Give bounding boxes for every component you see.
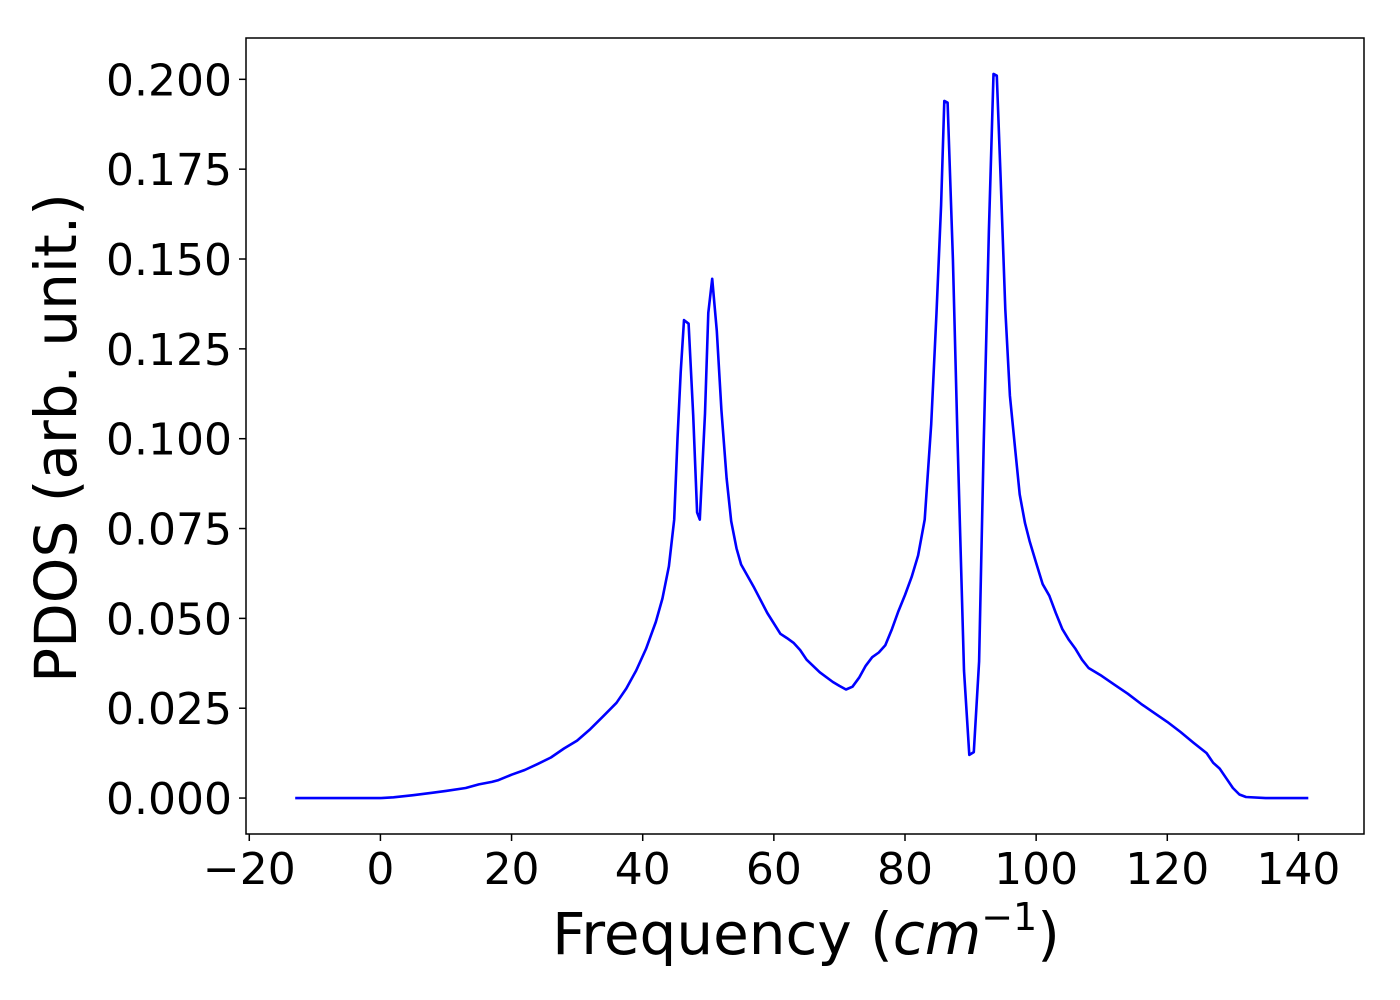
y-tick-label: 0.150 [106,235,232,286]
pdos-series-line [295,72,1309,800]
x-tick-label: 40 [615,844,671,895]
plot-area [295,72,1309,800]
y-tick-label: 0.025 [106,684,232,735]
y-tick-label: 0.125 [106,325,232,376]
x-axis-label-main: Frequency ( [552,900,893,968]
axis-ticks: −20 0 20 40 60 80 100 120 140 0.000 0.025 0.050 0.07… [106,55,1340,895]
x-tick-label: 80 [877,844,933,895]
y-tick-label: 0.175 [106,145,232,196]
y-tick-label: 0.075 [106,505,232,556]
plot-frame [245,37,1365,835]
x-tick-label: 120 [1125,844,1209,895]
x-tick-label: −20 [203,844,296,895]
x-axis-label: Frequency (cm−1) [552,895,1060,968]
x-axis-label-unit: cm [893,900,981,968]
x-tick-label: 0 [366,844,394,895]
x-tick-label: 60 [746,844,802,895]
x-tick-label: 100 [994,844,1078,895]
x-tick-label: 20 [484,844,540,895]
x-axis-label-exponent: −1 [981,895,1037,939]
x-tick-label: 140 [1256,844,1340,895]
y-tick-label: 0.200 [106,55,232,106]
y-tick-label: 0.100 [106,415,232,466]
y-tick-label: 0.000 [106,774,232,825]
y-axis-label-group: PDOS (arb. unit.) [22,193,90,683]
y-axis-label: PDOS (arb. unit.) [22,193,90,683]
y-tick-label: 0.050 [106,594,232,645]
x-axis-label-close: ) [1037,900,1060,968]
